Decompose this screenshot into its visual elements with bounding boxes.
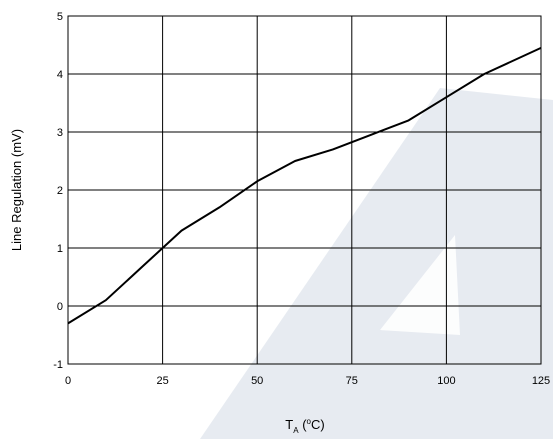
y-tick-label: -1 <box>53 359 63 371</box>
x-tick-label: 50 <box>251 375 263 387</box>
x-axis-label: TA (oC) <box>285 417 324 435</box>
plot-frame <box>67 15 542 365</box>
x-axis-label-subscript: A <box>293 426 299 435</box>
y-tick-label: 4 <box>57 69 63 81</box>
x-tick-label: 75 <box>346 375 358 387</box>
x-axis-label-unit-open: ( <box>299 417 308 432</box>
y-tick-label: 1 <box>57 243 63 255</box>
y-tick-label: 3 <box>57 127 63 139</box>
x-tick-label: 25 <box>156 375 168 387</box>
y-tick-label: 2 <box>57 185 63 197</box>
y-tick-label: 5 <box>57 11 63 23</box>
x-axis-label-symbol: T <box>285 417 293 432</box>
x-tick-labels: 0 25 50 75 100 125 <box>65 375 550 387</box>
series-line <box>67 46 542 325</box>
chart-grid <box>67 15 542 365</box>
x-tick-label: 0 <box>65 375 71 387</box>
x-axis-label-unit-close: C) <box>311 417 325 432</box>
series-layer <box>67 46 542 325</box>
y-tick-labels: -1 0 1 2 3 4 5 <box>53 11 63 371</box>
x-tick-label: 100 <box>437 375 455 387</box>
y-axis-label: Line Regulation (mV) <box>9 129 24 251</box>
watermark-logo <box>200 88 553 439</box>
y-tick-label: 0 <box>57 301 63 313</box>
x-tick-label: 125 <box>532 375 550 387</box>
x-axis-label-degree: o <box>307 417 312 426</box>
